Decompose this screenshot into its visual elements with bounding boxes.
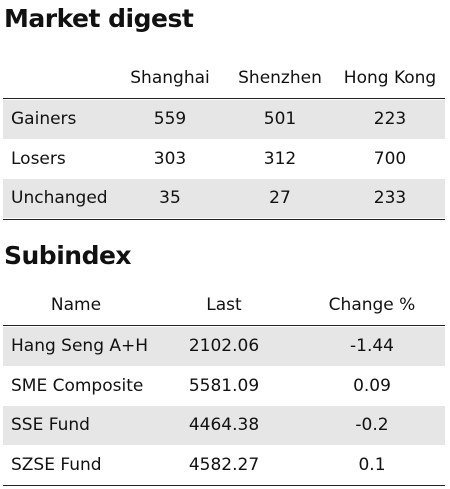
bottom-rule <box>3 485 445 486</box>
section-title: Subindex <box>4 241 132 270</box>
cell-value: 35 <box>159 188 181 208</box>
bottom-rule <box>3 218 445 220</box>
cell-value: 27 <box>269 188 291 208</box>
column-header: Last <box>206 295 242 315</box>
row-label: Unchanged <box>11 188 108 208</box>
table-row: Gainers 559 501 223 <box>3 100 445 139</box>
row-label: SME Composite <box>11 375 144 396</box>
column-header: Change % <box>328 295 416 315</box>
cell-value: 0.09 <box>353 375 391 396</box>
table-row: SSE Fund 4464.38 -0.2 <box>3 406 445 445</box>
cell-value: 312 <box>263 148 297 169</box>
cell-value: 233 <box>373 188 407 208</box>
cell-value: -0.2 <box>355 415 389 435</box>
cell-value: 700 <box>373 148 407 169</box>
cell-value: 5581.09 <box>188 375 260 396</box>
row-label: SSE Fund <box>11 415 90 435</box>
row-label: Hang Seng A+H <box>11 336 149 356</box>
subindex-table: Name Last Change % Hang Seng A+H 2102.06 -1.4… <box>3 286 445 488</box>
table-row: Unchanged 35 27 233 <box>3 179 445 218</box>
column-header: Hong Kong <box>343 68 437 88</box>
cell-value: 223 <box>373 109 407 129</box>
column-header: Shanghai <box>130 68 210 88</box>
row-label: Losers <box>11 148 66 169</box>
column-header: Shenzhen <box>238 68 322 88</box>
header-row: Name Last Change % <box>3 286 445 325</box>
table-row: Hang Seng A+H 2102.06 -1.44 <box>3 327 445 366</box>
row-label: SZSE Fund <box>11 454 102 475</box>
cell-value: -1.44 <box>350 336 394 356</box>
cell-value: 4582.27 <box>188 454 260 475</box>
header-row: Shanghai Shenzhen Hong Kong <box>3 59 445 98</box>
section-title: Market digest <box>4 4 194 33</box>
cell-value: 2102.06 <box>188 336 260 356</box>
table-row: SME Composite 5581.09 0.09 <box>3 367 445 406</box>
table-row: SZSE Fund 4582.27 0.1 <box>3 446 445 485</box>
cell-value: 559 <box>153 109 187 129</box>
cell-value: 501 <box>263 109 297 129</box>
row-label: Gainers <box>11 109 77 129</box>
column-header: Name <box>50 295 102 315</box>
cell-value: 4464.38 <box>188 415 260 435</box>
cell-value: 303 <box>153 148 187 169</box>
market-table: Shanghai Shenzhen Hong Kong Gainers 559 501 22… <box>3 59 445 220</box>
header-rule <box>3 98 445 99</box>
table-row: Losers 303 312 700 <box>3 140 445 179</box>
cell-value: 0.1 <box>358 454 386 475</box>
header-rule <box>3 325 445 326</box>
